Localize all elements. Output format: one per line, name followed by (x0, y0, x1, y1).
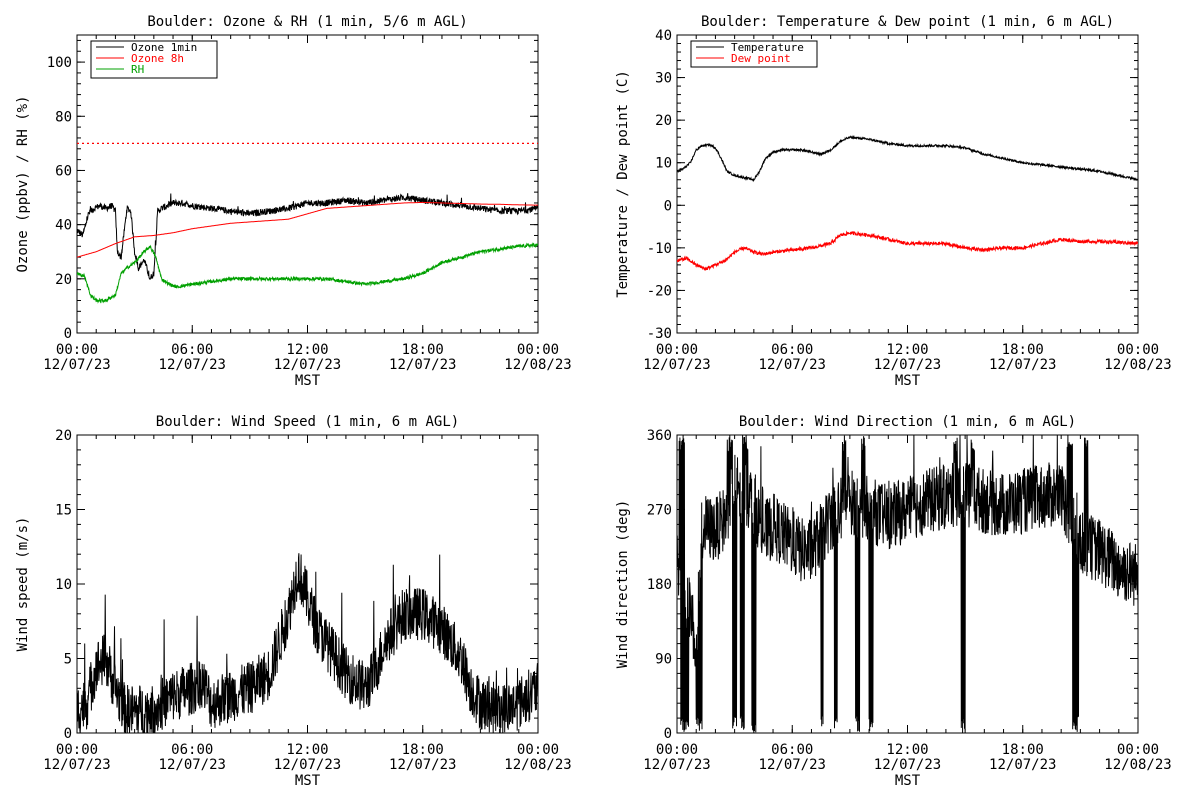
y-tick-label: 60 (55, 163, 72, 179)
series-line-ozone-8h (77, 201, 538, 258)
x-tick-date: 12/08/23 (504, 357, 571, 373)
chart-ozone-rh: Boulder: Ozone & RH (1 min, 5/6 m AGL) 0 2… (15, 14, 572, 389)
y-tick-label: 0 (64, 726, 72, 742)
y-tick-label: 40 (655, 28, 672, 44)
legend-label: Dew point (731, 52, 791, 65)
x-tick-time: 06:00 (771, 342, 813, 358)
x-axis-label: MST (295, 373, 321, 389)
y-tick-label: 100 (47, 55, 72, 71)
y-axis-label: Temperature / Dew point (C) (615, 70, 631, 298)
x-tick-date: 12/07/23 (274, 357, 341, 373)
x-tick-date: 12/07/23 (874, 757, 941, 773)
x-tick-time: 18:00 (402, 342, 444, 358)
x-tick-time: 12:00 (886, 342, 928, 358)
x-tick-time: 18:00 (1002, 742, 1044, 758)
x-tick-date: 12/07/23 (159, 357, 226, 373)
chart-title: Boulder: Ozone & RH (1 min, 5/6 m AGL) (147, 14, 467, 30)
x-tick-time: 00:00 (56, 342, 98, 358)
y-tick-label: 0 (64, 326, 72, 342)
y-axis-label: Wind speed (m/s) (15, 517, 31, 652)
legend-label: RH (131, 63, 144, 76)
x-tick-time: 00:00 (1117, 742, 1159, 758)
x-tick-date: 12/08/23 (1104, 357, 1171, 373)
chart-wind-speed: Boulder: Wind Speed (1 min, 6 m AGL) 0 5 10… (15, 414, 572, 789)
x-tick-date: 12/07/23 (389, 757, 456, 773)
y-axis-label: Ozone (ppbv) / RH (%) (15, 95, 31, 272)
x-tick-time: 12:00 (286, 742, 328, 758)
y-tick-label: 270 (647, 503, 672, 519)
y-tick-label: 20 (55, 272, 72, 288)
series-line-dew-point (677, 230, 1138, 272)
series-line-ozone-1min (77, 193, 538, 281)
y-tick-label: 180 (647, 577, 672, 593)
y-tick-label: 20 (55, 428, 72, 444)
x-tick-time: 12:00 (286, 342, 328, 358)
x-tick-date: 12/07/23 (759, 357, 826, 373)
x-tick-time: 06:00 (771, 742, 813, 758)
plot-frame (676, 34, 1139, 334)
x-tick-time: 00:00 (56, 742, 98, 758)
y-tick-label: 20 (655, 113, 672, 129)
y-tick-label: -30 (647, 326, 672, 342)
x-axis-label: MST (295, 773, 321, 789)
y-tick-label: 30 (655, 71, 672, 87)
y-tick-label: 360 (647, 428, 672, 444)
y-tick-label: 10 (55, 577, 72, 593)
chart-temp-dew: Boulder: Temperature & Dew point (1 min,… (615, 14, 1172, 389)
x-tick-date: 12/07/23 (389, 357, 456, 373)
legend-box (690, 40, 818, 68)
y-tick-label: 15 (55, 503, 72, 519)
chart-wind-dir: Boulder: Wind Direction (1 min, 6 m AGL)… (615, 414, 1172, 789)
y-tick-label: 5 (64, 652, 72, 668)
chart-title: Boulder: Wind Direction (1 min, 6 m AGL) (739, 414, 1076, 430)
series-line-temperature (677, 134, 1138, 183)
x-tick-time: 06:00 (171, 342, 213, 358)
x-tick-time: 18:00 (1002, 342, 1044, 358)
x-tick-date: 12/07/23 (274, 757, 341, 773)
x-tick-date: 12/07/23 (43, 757, 110, 773)
x-axis-label: MST (895, 773, 921, 789)
y-tick-label: 80 (55, 109, 72, 125)
y-tick-label: 0 (664, 198, 672, 214)
x-tick-date: 12/07/23 (989, 357, 1056, 373)
x-tick-date: 12/07/23 (874, 357, 941, 373)
chart-title: Boulder: Wind Speed (1 min, 6 m AGL) (156, 414, 459, 430)
x-tick-date: 12/07/23 (759, 757, 826, 773)
x-tick-time: 00:00 (517, 742, 559, 758)
legend-label: Ozone 8h (131, 52, 184, 65)
x-tick-time: 12:00 (886, 742, 928, 758)
x-tick-time: 00:00 (656, 342, 698, 358)
series-line-rh (77, 242, 538, 304)
chart-title: Boulder: Temperature & Dew point (1 min,… (701, 14, 1114, 30)
x-tick-time: 00:00 (517, 342, 559, 358)
y-tick-label: -20 (647, 283, 672, 299)
x-tick-date: 12/07/23 (159, 757, 226, 773)
x-tick-time: 00:00 (1117, 342, 1159, 358)
y-axis-label: Wind direction (deg) (615, 500, 631, 669)
x-tick-date: 12/08/23 (1104, 757, 1171, 773)
x-tick-time: 18:00 (402, 742, 444, 758)
y-tick-label: 10 (655, 156, 672, 172)
y-tick-label: -10 (647, 241, 672, 257)
x-tick-date: 12/07/23 (643, 357, 710, 373)
x-tick-date: 12/07/23 (643, 757, 710, 773)
x-tick-date: 12/07/23 (43, 357, 110, 373)
series-line-0 (77, 553, 538, 733)
y-tick-label: 40 (55, 218, 72, 234)
x-tick-date: 12/07/23 (989, 757, 1056, 773)
x-tick-time: 06:00 (171, 742, 213, 758)
y-tick-label: 90 (655, 652, 672, 668)
legend-label: Ozone 1min (131, 41, 197, 54)
plot-frame (76, 34, 539, 334)
series-line-0 (677, 435, 1138, 733)
x-tick-time: 00:00 (656, 742, 698, 758)
x-tick-date: 12/08/23 (504, 757, 571, 773)
x-axis-label: MST (895, 373, 921, 389)
y-tick-label: 0 (664, 726, 672, 742)
legend-label: Temperature (731, 41, 804, 54)
